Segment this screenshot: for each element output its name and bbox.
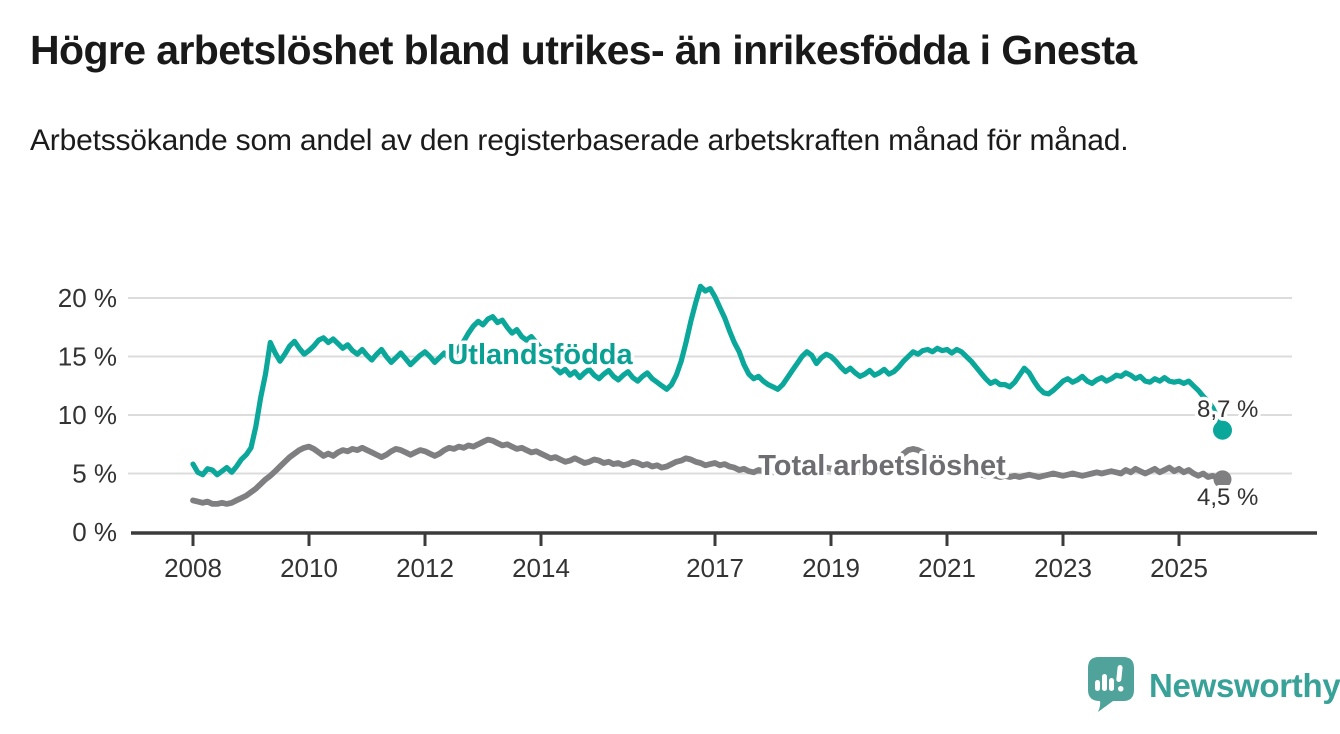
x-axis-tick-label: 2008 [164, 553, 222, 583]
newsworthy-brand[interactable]: Newsworthy [1087, 656, 1340, 716]
end-value-label-utlandsfodda: 8,7 % [1197, 396, 1258, 423]
x-axis-tick-label: 2017 [686, 553, 744, 583]
page-title: Högre arbetslöshet bland utrikes- än inr… [30, 27, 1137, 73]
brand-name: Newsworthy [1149, 667, 1340, 704]
series-label-utlandsfodda: Utlandsfödda [447, 339, 633, 371]
series-line-total [190, 436, 1226, 507]
series-end-dot-total [1213, 470, 1232, 489]
bar-chart-glyph [1095, 665, 1124, 692]
chart-subtitle: Arbetssökande som andel av den registerb… [30, 124, 1129, 157]
series-end-dot-utlandsfodda [1213, 420, 1232, 440]
x-axis-tick-label: 2023 [1034, 553, 1092, 583]
y-axis-tick-label: 0 % [72, 517, 117, 547]
y-axis-tick-label: 5 % [72, 459, 117, 489]
x-axis-tick-label: 2012 [396, 553, 454, 583]
x-axis-tick-label: 2021 [918, 553, 976, 583]
x-axis-tick-label: 2019 [802, 553, 860, 583]
x-axis-tick-label: 2025 [1150, 553, 1208, 583]
newsworthy-logo-icon [1088, 657, 1134, 712]
series-label-total: Total arbetslöshet [758, 450, 1006, 482]
x-axis-tick-label: 2014 [512, 553, 570, 583]
series-line-utlandsfodda [190, 283, 1226, 478]
y-axis-tick-label: 10 % [58, 400, 117, 430]
y-axis-tick-label: 20 % [58, 283, 117, 313]
x-axis-tick-label: 2010 [280, 553, 338, 583]
end-value-label-total: 4,5 % [1197, 484, 1258, 511]
y-axis-tick-label: 15 % [58, 342, 117, 372]
